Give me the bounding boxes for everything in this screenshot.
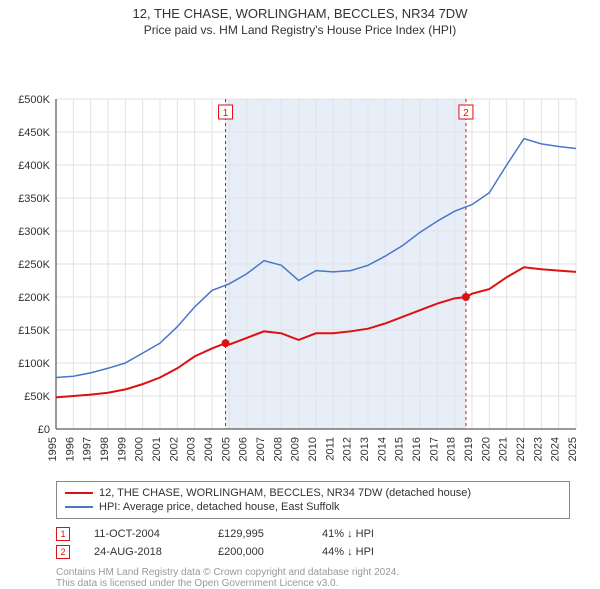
svg-text:2016: 2016	[411, 437, 423, 461]
svg-text:2019: 2019	[463, 437, 475, 461]
legend-swatch	[65, 506, 93, 508]
chart-title: 12, THE CHASE, WORLINGHAM, BECCLES, NR34…	[0, 6, 600, 21]
svg-text:2021: 2021	[498, 437, 510, 461]
footer-line: Contains HM Land Registry data © Crown c…	[56, 567, 570, 578]
svg-text:2010: 2010	[307, 437, 319, 461]
transaction-date: 11-OCT-2004	[94, 528, 194, 540]
legend-item: 12, THE CHASE, WORLINGHAM, BECCLES, NR34…	[65, 486, 561, 500]
svg-text:£450K: £450K	[18, 127, 50, 139]
svg-text:2007: 2007	[255, 437, 267, 461]
svg-text:2008: 2008	[272, 437, 284, 461]
svg-text:£0: £0	[38, 424, 50, 436]
svg-text:£50K: £50K	[24, 391, 50, 403]
svg-text:2012: 2012	[342, 437, 354, 461]
svg-text:2022: 2022	[515, 437, 527, 461]
svg-text:1998: 1998	[99, 437, 111, 461]
transactions-table: 1 11-OCT-2004 £129,995 41% ↓ HPI 2 24-AU…	[56, 525, 570, 561]
svg-text:1996: 1996	[64, 437, 76, 461]
svg-text:2020: 2020	[480, 437, 492, 461]
svg-text:£150K: £150K	[18, 325, 50, 337]
svg-text:2004: 2004	[203, 437, 215, 461]
svg-text:2: 2	[463, 108, 469, 119]
svg-text:£250K: £250K	[18, 259, 50, 271]
chart-subtitle: Price paid vs. HM Land Registry's House …	[0, 23, 600, 37]
legend-item: HPI: Average price, detached house, East…	[65, 500, 561, 514]
svg-text:£350K: £350K	[18, 193, 50, 205]
transaction-price: £129,995	[218, 528, 298, 540]
svg-text:2018: 2018	[446, 437, 458, 461]
svg-text:2009: 2009	[290, 437, 302, 461]
svg-text:2015: 2015	[394, 437, 406, 461]
svg-text:2023: 2023	[532, 437, 544, 461]
svg-text:2006: 2006	[238, 437, 250, 461]
svg-text:1999: 1999	[116, 437, 128, 461]
svg-text:1: 1	[223, 108, 229, 119]
transaction-price: £200,000	[218, 546, 298, 558]
svg-text:2005: 2005	[220, 437, 232, 461]
table-row: 2 24-AUG-2018 £200,000 44% ↓ HPI	[56, 543, 570, 561]
svg-text:1997: 1997	[82, 437, 94, 461]
transaction-delta: 41% ↓ HPI	[322, 528, 374, 540]
chart-area: £0 £50K £100K £150K £200K £250K £300K £350K £400…	[0, 41, 600, 473]
svg-text:2025: 2025	[567, 437, 579, 461]
svg-text:1995: 1995	[47, 437, 59, 461]
legend-label: HPI: Average price, detached house, East…	[99, 501, 340, 513]
legend: 12, THE CHASE, WORLINGHAM, BECCLES, NR34…	[56, 481, 570, 519]
svg-text:2000: 2000	[134, 437, 146, 461]
svg-text:2002: 2002	[168, 437, 180, 461]
svg-text:2001: 2001	[151, 437, 163, 461]
footer-line: This data is licensed under the Open Gov…	[56, 578, 570, 589]
svg-text:£100K: £100K	[18, 358, 50, 370]
svg-text:2011: 2011	[324, 437, 336, 461]
svg-text:£400K: £400K	[18, 160, 50, 172]
svg-text:£300K: £300K	[18, 226, 50, 238]
footer-attribution: Contains HM Land Registry data © Crown c…	[56, 567, 570, 589]
line-chart: £0 £50K £100K £150K £200K £250K £300K £350K £400…	[0, 41, 600, 473]
transaction-marker: 2	[56, 545, 70, 559]
transaction-marker: 1	[56, 527, 70, 541]
legend-swatch	[65, 492, 93, 494]
svg-text:2024: 2024	[550, 437, 562, 461]
svg-text:2017: 2017	[428, 437, 440, 461]
svg-text:£500K: £500K	[18, 94, 50, 106]
table-row: 1 11-OCT-2004 £129,995 41% ↓ HPI	[56, 525, 570, 543]
svg-text:2014: 2014	[376, 437, 388, 461]
transaction-delta: 44% ↓ HPI	[322, 546, 374, 558]
legend-label: 12, THE CHASE, WORLINGHAM, BECCLES, NR34…	[99, 487, 471, 499]
transaction-date: 24-AUG-2018	[94, 546, 194, 558]
svg-text:£200K: £200K	[18, 292, 50, 304]
svg-text:2013: 2013	[359, 437, 371, 461]
svg-text:2003: 2003	[186, 437, 198, 461]
